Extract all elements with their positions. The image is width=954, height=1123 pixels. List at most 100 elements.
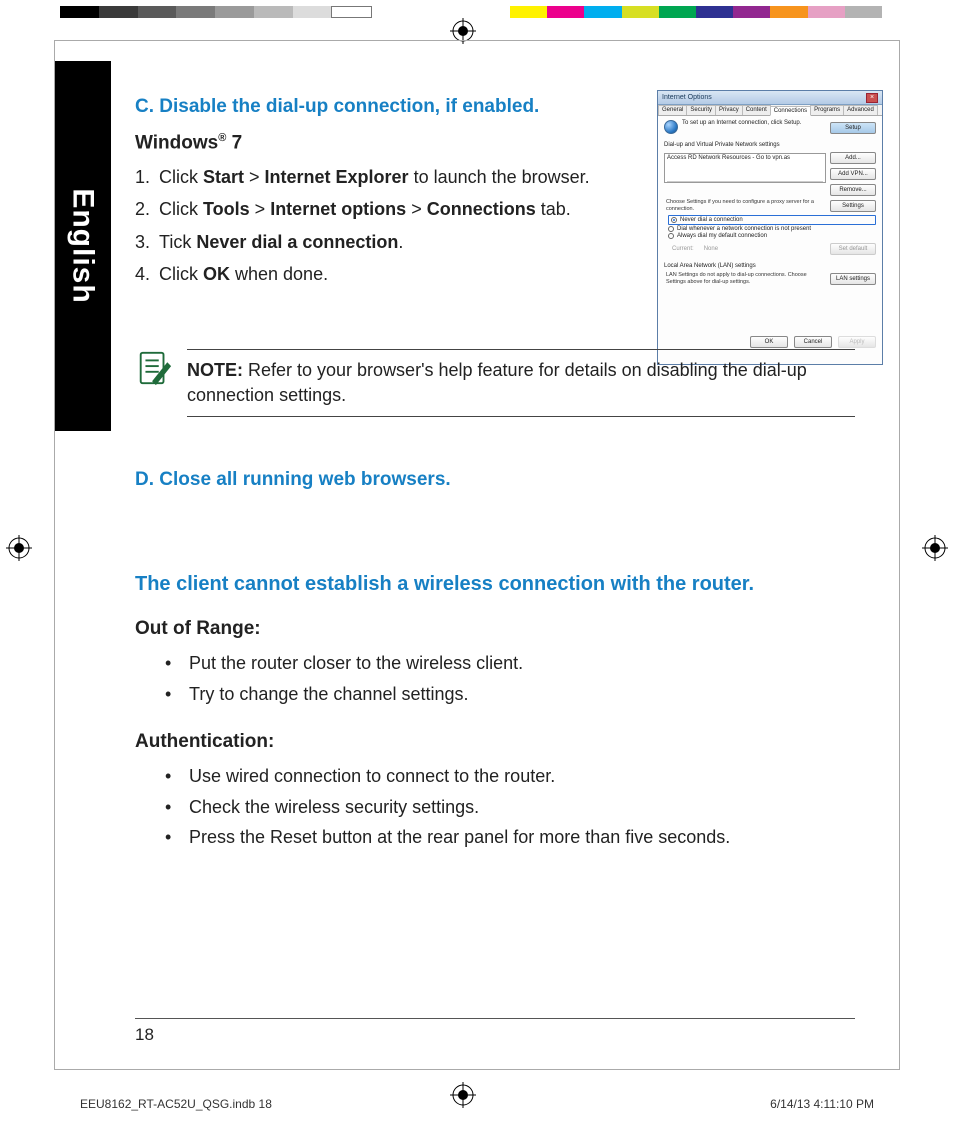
internet-options-dialog: Internet Options × GeneralSecurityPrivac… bbox=[657, 90, 883, 365]
swatch bbox=[696, 6, 733, 18]
page-number: 18 bbox=[135, 1018, 855, 1045]
swatch bbox=[808, 6, 845, 18]
globe-icon bbox=[664, 120, 678, 134]
step-item: 4.Click OK when done. bbox=[135, 261, 605, 287]
swatch bbox=[733, 6, 770, 18]
swatch bbox=[176, 6, 215, 18]
dialog-titlebar: Internet Options × bbox=[658, 91, 882, 105]
close-icon[interactable]: × bbox=[866, 93, 878, 103]
language-tab-label: English bbox=[66, 188, 100, 303]
dialog-tab[interactable]: Privacy bbox=[715, 105, 743, 115]
dialup-section-label: Dial-up and Virtual Private Network sett… bbox=[664, 142, 876, 148]
list-item: Put the router closer to the wireless cl… bbox=[165, 648, 855, 679]
swatch bbox=[331, 6, 372, 18]
page-crop: English C. Disable the dial-up connectio… bbox=[54, 40, 900, 1070]
swatch bbox=[99, 6, 138, 18]
dialog-title: Internet Options bbox=[662, 94, 712, 101]
step-number: 3. bbox=[135, 229, 159, 255]
proxy-text: Choose Settings if you need to configure… bbox=[666, 199, 826, 212]
swatch bbox=[510, 6, 547, 18]
dialog-tab[interactable]: Security bbox=[686, 105, 716, 115]
swatch bbox=[293, 6, 332, 18]
list-item: Press the Reset button at the rear panel… bbox=[165, 822, 855, 853]
authentication-list: Use wired connection to connect to the r… bbox=[165, 761, 855, 853]
swatch bbox=[60, 6, 99, 18]
registration-mark-right bbox=[922, 535, 948, 561]
note-text: Refer to your browser's help feature for… bbox=[187, 360, 807, 405]
step-body: Click Start > Internet Explorer to launc… bbox=[159, 164, 605, 190]
radio-icon bbox=[668, 226, 674, 232]
print-footer-left: EEU8162_RT-AC52U_QSG.indb 18 bbox=[80, 1097, 272, 1111]
list-item: Use wired connection to connect to the r… bbox=[165, 761, 855, 792]
set-default-button: Set default bbox=[830, 243, 876, 255]
add-button[interactable]: Add... bbox=[830, 152, 876, 164]
authentication-title: Authentication: bbox=[135, 731, 855, 753]
swatch bbox=[845, 6, 882, 18]
lan-text: LAN Settings do not apply to dial-up con… bbox=[666, 272, 826, 285]
registration-mark-left bbox=[6, 535, 32, 561]
note-icon bbox=[135, 349, 173, 387]
dialog-tab[interactable]: General bbox=[658, 105, 687, 115]
language-tab: English bbox=[55, 61, 111, 431]
radio-whenever-label: Dial whenever a network connection is no… bbox=[677, 226, 811, 232]
step-item: 2.Click Tools > Internet options > Conne… bbox=[135, 196, 605, 222]
note-label: NOTE: bbox=[187, 360, 243, 380]
ok-button[interactable]: OK bbox=[750, 336, 788, 348]
print-footer: EEU8162_RT-AC52U_QSG.indb 18 6/14/13 4:1… bbox=[80, 1097, 874, 1111]
current-label: Current: bbox=[672, 246, 694, 252]
swatch bbox=[547, 6, 584, 18]
note-body: NOTE: Refer to your browser's help featu… bbox=[187, 349, 855, 417]
dialog-tab[interactable]: Programs bbox=[810, 105, 844, 115]
setup-text: To set up an Internet connection, click … bbox=[682, 120, 826, 128]
print-footer-right: 6/14/13 4:11:10 PM bbox=[770, 1097, 874, 1111]
list-item: Check the wireless security settings. bbox=[165, 792, 855, 823]
radio-never-dial[interactable]: Never dial a connection bbox=[668, 215, 876, 225]
wireless-heading: The client cannot establish a wireless c… bbox=[135, 573, 855, 596]
radio-always-label: Always dial my default connection bbox=[677, 233, 767, 239]
step-body: Click Tools > Internet options > Connect… bbox=[159, 196, 605, 222]
radio-dial-whenever[interactable]: Dial whenever a network connection is no… bbox=[668, 226, 876, 232]
platform-prefix: Windows bbox=[135, 132, 218, 153]
step-number: 4. bbox=[135, 261, 159, 287]
swatch bbox=[254, 6, 293, 18]
dialog-tab[interactable]: Content bbox=[742, 105, 771, 115]
radio-icon bbox=[668, 233, 674, 239]
current-value: None bbox=[704, 246, 718, 252]
remove-button[interactable]: Remove... bbox=[830, 184, 876, 196]
note-block: NOTE: Refer to your browser's help featu… bbox=[135, 349, 855, 417]
calibration-bar-left bbox=[60, 6, 372, 18]
connections-listbox[interactable]: Access RD Network Resources - Go to vpn.… bbox=[664, 153, 826, 183]
list-item: Try to change the channel settings. bbox=[165, 679, 855, 710]
add-vpn-button[interactable]: Add VPN... bbox=[830, 168, 876, 180]
swatch bbox=[770, 6, 807, 18]
swatch bbox=[138, 6, 177, 18]
step-number: 2. bbox=[135, 196, 159, 222]
step-list: 1.Click Start > Internet Explorer to lau… bbox=[135, 164, 605, 286]
lan-section-label: Local Area Network (LAN) settings bbox=[664, 263, 876, 269]
calibration-bar-right bbox=[510, 6, 882, 18]
swatch bbox=[622, 6, 659, 18]
cancel-button[interactable]: Cancel bbox=[794, 336, 832, 348]
radio-icon bbox=[671, 217, 677, 223]
step-number: 1. bbox=[135, 164, 159, 190]
out-of-range-list: Put the router closer to the wireless cl… bbox=[165, 648, 855, 709]
apply-button: Apply bbox=[838, 336, 876, 348]
step-item: 3.Tick Never dial a connection. bbox=[135, 229, 605, 255]
page-content: C. Disable the dial-up connection, if en… bbox=[135, 96, 855, 853]
settings-button[interactable]: Settings bbox=[830, 200, 876, 212]
radio-always-dial[interactable]: Always dial my default connection bbox=[668, 233, 876, 239]
lan-settings-button[interactable]: LAN settings bbox=[830, 273, 876, 285]
out-of-range-title: Out of Range: bbox=[135, 618, 855, 640]
step-body: Click OK when done. bbox=[159, 261, 605, 287]
step-item: 1.Click Start > Internet Explorer to lau… bbox=[135, 164, 605, 190]
list-item: Access RD Network Resources - Go to vpn.… bbox=[667, 155, 790, 161]
radio-never-label: Never dial a connection bbox=[680, 217, 743, 223]
dialog-tabs: GeneralSecurityPrivacyContentConnections… bbox=[658, 105, 882, 116]
swatch bbox=[215, 6, 254, 18]
dialog-tab[interactable]: Advanced bbox=[843, 105, 878, 115]
setup-button[interactable]: Setup bbox=[830, 122, 876, 134]
swatch bbox=[584, 6, 621, 18]
section-d-heading: D. Close all running web browsers. bbox=[135, 469, 855, 491]
dialog-tab[interactable]: Connections bbox=[770, 106, 811, 116]
platform-suffix: 7 bbox=[226, 132, 242, 153]
